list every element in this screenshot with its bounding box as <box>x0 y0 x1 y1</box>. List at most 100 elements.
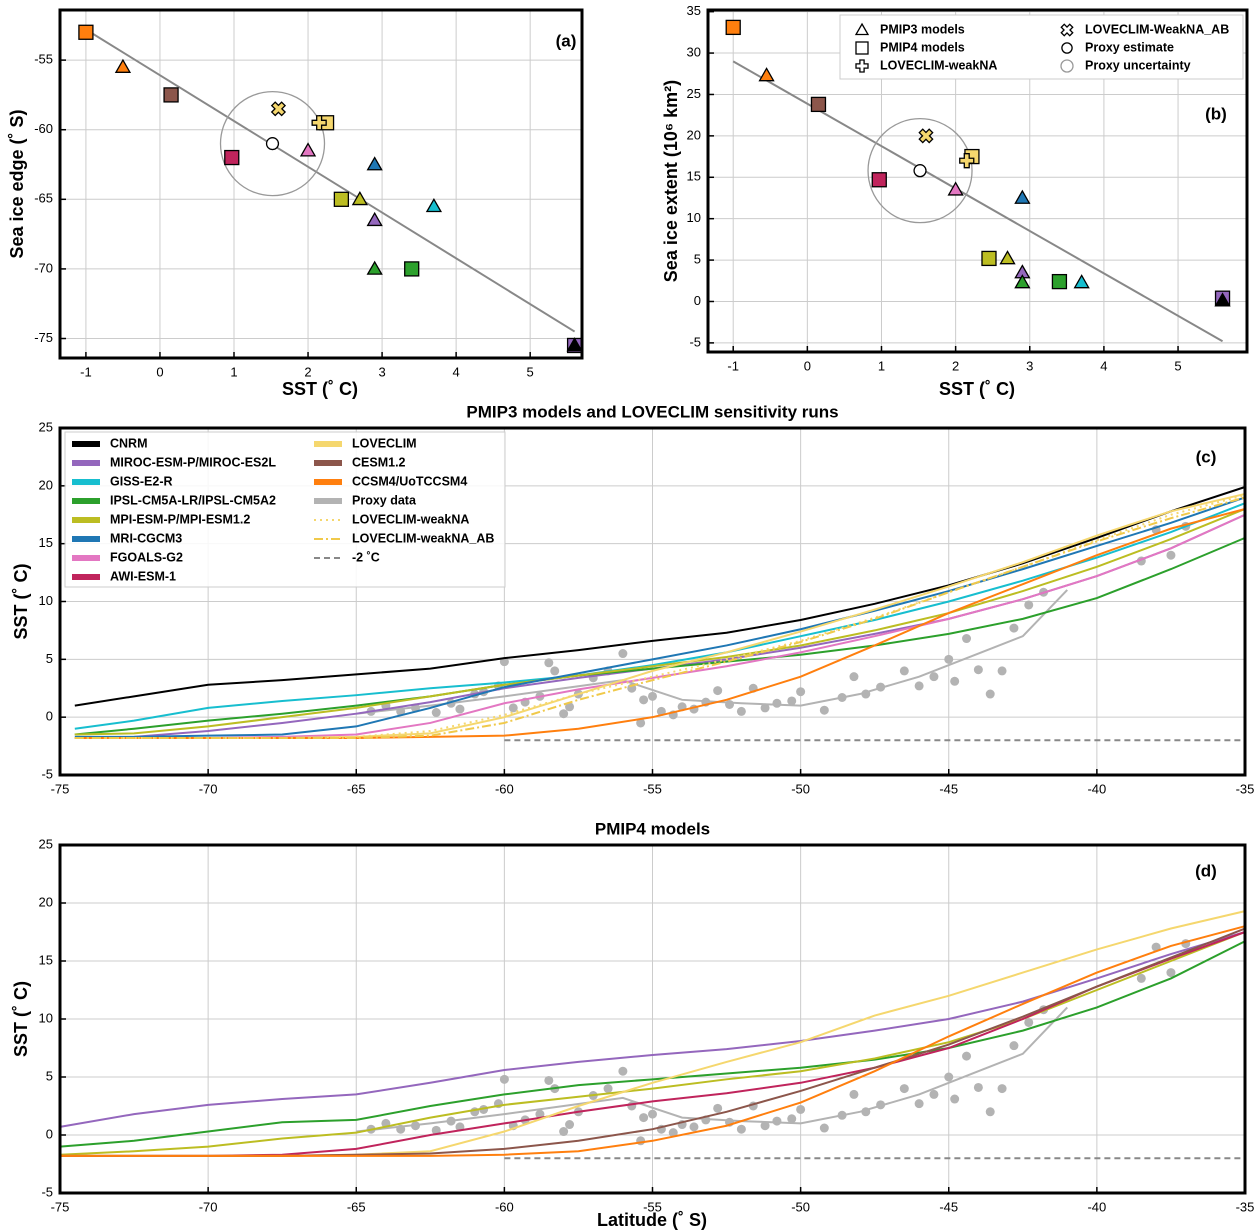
legend-label: LOVECLIM-WeakNA_AB <box>1085 22 1229 36</box>
panel-label: (a) <box>556 31 577 50</box>
plus-marker <box>959 153 975 169</box>
series-line <box>59 931 1246 1156</box>
x-tick-label: -65 <box>347 781 366 796</box>
plus-marker <box>855 59 869 73</box>
triangle-marker <box>366 156 383 171</box>
proxy-point <box>648 691 657 701</box>
proxy-point <box>819 1123 829 1133</box>
square-marker <box>855 41 869 55</box>
proxy-point <box>565 1120 575 1130</box>
y-tick-label: 15 <box>687 169 701 184</box>
panel-label: (d) <box>1195 861 1217 880</box>
triangle-marker <box>947 181 964 196</box>
proxy-point <box>997 1084 1007 1094</box>
legend-label: Proxy data <box>352 493 417 507</box>
proxy-point <box>648 1109 657 1119</box>
x-tick-label: -55 <box>643 1199 662 1214</box>
x-tick-label: 2 <box>952 358 959 373</box>
cross-marker <box>270 101 287 117</box>
legend-label: LOVECLIM-weakNA <box>352 512 469 526</box>
x-tick-label: -45 <box>939 781 958 796</box>
plot-frame <box>58 8 584 360</box>
x-tick-label: -50 <box>791 781 810 796</box>
x-tick-label: 1 <box>230 364 237 379</box>
proxy-point <box>559 709 569 719</box>
series-line <box>74 502 1246 730</box>
proxy-point <box>725 699 735 709</box>
proxy-point <box>431 708 441 718</box>
proxy-point <box>1136 973 1146 983</box>
ring-marker <box>219 90 326 197</box>
circle-marker <box>913 164 927 178</box>
proxy-point <box>636 1136 646 1146</box>
square-marker <box>981 250 997 267</box>
x-axis-label: SST (˚ C) <box>282 379 358 399</box>
legend-label: CNRM <box>110 436 148 450</box>
legend-label: AWI-ESM-1 <box>110 569 176 583</box>
proxy-point <box>985 1107 995 1117</box>
circle-marker <box>1061 42 1073 54</box>
y-tick-label: -55 <box>34 52 53 67</box>
x-tick-label: 5 <box>527 364 534 379</box>
proxy-point <box>1166 968 1176 978</box>
x-tick-label: -35 <box>1236 1199 1255 1214</box>
proxy-point <box>772 698 782 708</box>
x-tick-label: 2 <box>304 364 311 379</box>
legend-label: -2 ˚C <box>352 550 380 564</box>
x-tick-label: 3 <box>1026 358 1033 373</box>
series-line <box>74 496 1246 739</box>
y-axis-label: Sea ice edge (˚ S) <box>7 109 27 258</box>
x-tick-label: -75 <box>51 781 70 796</box>
legend-label: LOVECLIM-weakNA_AB <box>352 531 494 545</box>
proxy-point <box>973 1082 983 1092</box>
square-marker <box>810 96 827 113</box>
y-axis-label: SST (˚ C) <box>11 981 31 1057</box>
proxy-point <box>603 1084 613 1094</box>
x-tick-label: -75 <box>51 1199 70 1214</box>
proxy-point <box>914 1099 924 1109</box>
square-marker <box>163 87 179 103</box>
y-tick-label: 5 <box>46 651 53 666</box>
legend-label: MPI-ESM-P/MPI-ESM1.2 <box>110 512 250 526</box>
proxy-point <box>772 1116 782 1126</box>
x-tick-label: -35 <box>1236 781 1255 796</box>
proxy-point <box>455 704 465 714</box>
triangle-marker <box>366 260 383 275</box>
legend-label: IPSL-CM5A-LR/IPSL-CM5A2 <box>110 493 276 507</box>
y-tick-label: 10 <box>39 593 53 608</box>
proxy-point <box>796 1104 806 1114</box>
proxy-point <box>565 702 575 712</box>
fit-line <box>85 28 576 333</box>
y-tick-label: 5 <box>694 252 701 267</box>
proxy-point <box>985 689 995 699</box>
triangle-marker <box>854 22 870 36</box>
triangle-marker <box>114 58 132 73</box>
triangle-marker <box>999 250 1016 265</box>
square-marker <box>404 261 420 277</box>
x-tick-label: -40 <box>1087 1199 1106 1214</box>
square-marker <box>224 149 240 166</box>
proxy-point <box>639 1113 649 1123</box>
y-tick-label: 10 <box>687 210 701 225</box>
x-tick-label: -65 <box>347 1199 366 1214</box>
legend-label: PMIP3 models <box>880 22 965 36</box>
series-line <box>59 940 1246 1148</box>
x-tick-label: 5 <box>1174 358 1181 373</box>
proxy-point <box>950 1094 960 1104</box>
proxy-point <box>849 672 859 682</box>
triangle-marker <box>566 337 583 352</box>
proxy-point <box>618 649 628 659</box>
x-tick-label: -40 <box>1087 781 1106 796</box>
triangle-marker <box>425 197 443 213</box>
y-tick-label: 35 <box>687 3 701 18</box>
legend-label: MIROC-ESM-P/MIROC-ES2L <box>110 455 276 469</box>
proxy-point <box>559 1127 569 1137</box>
proxy-point <box>899 666 909 676</box>
y-tick-label: 10 <box>39 1010 53 1025</box>
proxy-point <box>787 1114 797 1124</box>
square-marker <box>725 19 741 36</box>
proxy-point <box>1024 600 1034 610</box>
plot-frame <box>58 843 1247 1195</box>
proxy-point <box>668 1128 678 1138</box>
proxy-point <box>950 676 960 686</box>
